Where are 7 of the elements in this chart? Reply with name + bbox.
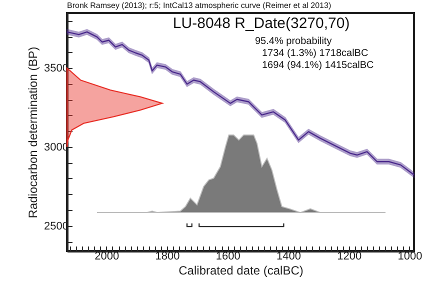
chart-title: LU-8048 R_Date(3270,70) bbox=[172, 15, 350, 32]
text: Bronk Ramsey (2013); r:5; IntCal13 atmospheric curve (Reimer et al 2013) bbox=[67, 1, 332, 10]
annotation: 95.4% probability bbox=[255, 36, 332, 47]
annotation: 1734 (1.3%) 1718calBC bbox=[262, 48, 368, 59]
y-axis-title: Radiocarbon determination (BP) bbox=[26, 46, 40, 218]
x-axis-title: Calibrated date (calBC) bbox=[178, 264, 304, 278]
annotation: 1694 (94.1%) 1415calBC bbox=[262, 60, 374, 71]
